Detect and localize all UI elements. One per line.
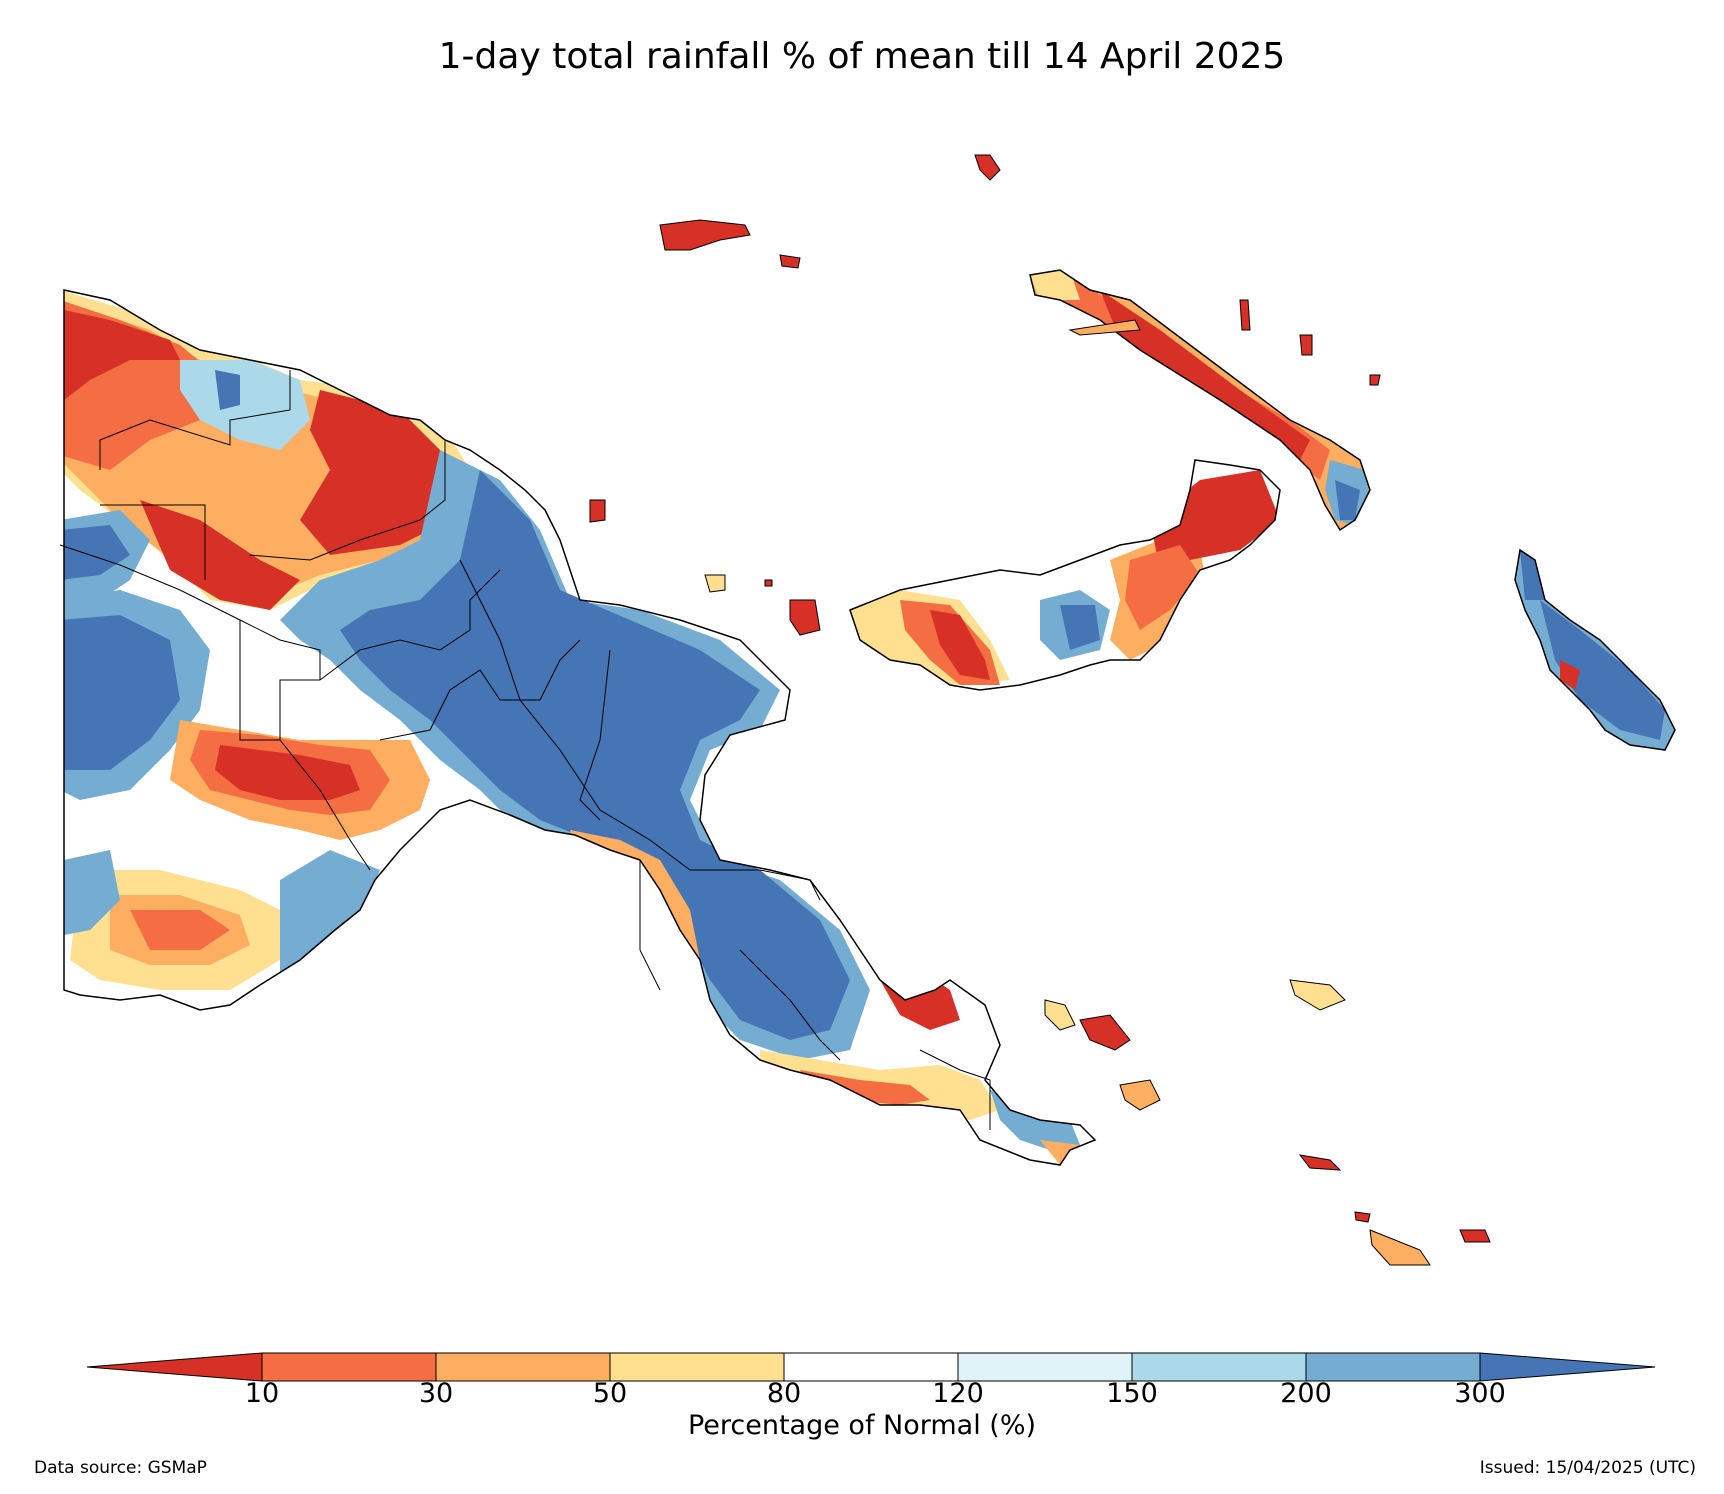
colorbar-high-extension [1479,1352,1656,1382]
colorbar-tick-120: 120 [932,1378,984,1409]
colorbar-bin-10-30 [261,1352,437,1382]
colorbar-bin-30-50 [435,1352,611,1382]
colorbar-tick-80: 80 [766,1378,802,1409]
colorbar-tick-30: 30 [418,1378,454,1409]
colorbar-tick-10: 10 [244,1378,280,1409]
mainland-region [59,289,1097,1166]
colorbar-tick-300: 300 [1454,1378,1506,1409]
colorbar-label: Percentage of Normal (%) [687,1410,1037,1441]
colorbar-bin-50-80 [609,1352,785,1382]
map-title: 1-day total rainfall % of mean till 14 A… [438,36,1286,77]
colorbar-low-extension [86,1352,263,1382]
colorbar-bin-80-120 [783,1352,959,1382]
colorbar [86,1352,1656,1382]
province-borders [59,370,991,1130]
colorbar-bin-150-200 [1131,1352,1307,1382]
colorbar-tick-200: 200 [1280,1378,1332,1409]
colorbar-bin-120-150 [957,1352,1133,1382]
colorbar-bin-200-300 [1305,1352,1481,1382]
data-source: Data source: GSMaP [34,1458,207,1478]
colorbar-tick-150: 150 [1106,1378,1158,1409]
small-islands [589,154,1491,1266]
colorbar-tick-50: 50 [592,1378,628,1409]
bougainville-region [1514,548,1676,751]
new-britain-region [849,459,1281,691]
issued-date: Issued: 15/04/2025 (UTC) [1479,1458,1696,1478]
